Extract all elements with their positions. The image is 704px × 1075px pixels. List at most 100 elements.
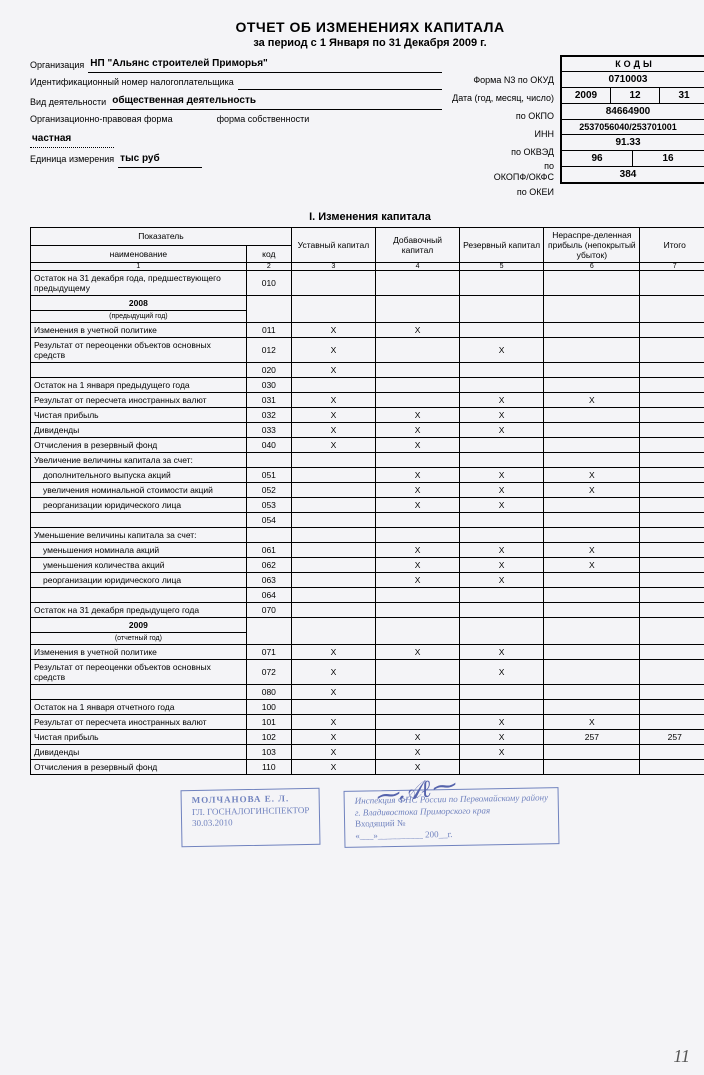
- value-cell: [544, 408, 640, 423]
- value-cell: Х: [375, 645, 459, 660]
- row-name: [31, 588, 247, 603]
- row-name: Результат от пересчета иностранных валют: [31, 393, 247, 408]
- value-cell: Х: [291, 645, 375, 660]
- inn-code-label: ИНН: [452, 125, 554, 143]
- value-cell: [544, 573, 640, 588]
- data-row: Дивиденды103ХХХ: [31, 745, 704, 760]
- code-month: 12: [611, 88, 660, 103]
- codes-box: КОДЫ 0710003 2009 12 31 84664900 2537056…: [560, 55, 704, 184]
- row-name: Изменения в учетной политике: [31, 645, 247, 660]
- value-cell: [460, 528, 544, 543]
- value-cell: Х: [544, 483, 640, 498]
- row-name: Уменьшение величины капитала за счет:: [31, 528, 247, 543]
- value-cell: [544, 423, 640, 438]
- row-code: 012: [246, 338, 291, 363]
- value-cell: [640, 760, 704, 775]
- code-okei: 384: [562, 167, 694, 182]
- value-cell: [640, 468, 704, 483]
- value-cell: Х: [375, 483, 459, 498]
- empty-cell: [375, 618, 459, 645]
- colnum-cell: 3: [291, 263, 375, 271]
- value-cell: Х: [291, 745, 375, 760]
- row-name: Остаток на 31 декабря предыдущего года: [31, 603, 247, 618]
- value-cell: [640, 513, 704, 528]
- row-code: 071: [246, 645, 291, 660]
- value-cell: Х: [375, 730, 459, 745]
- value-cell: [640, 271, 704, 296]
- data-row: Чистая прибыль102ХХХ257257: [31, 730, 704, 745]
- value-cell: [375, 363, 459, 378]
- value-cell: [640, 453, 704, 468]
- data-row: Чистая прибыль032ХХХ: [31, 408, 704, 423]
- year-note-cell: (предыдущий год): [31, 311, 247, 323]
- value-cell: [640, 323, 704, 338]
- code-inn: 2537056040/253701001: [562, 120, 694, 134]
- value-cell: [544, 438, 640, 453]
- unit-label: Единица измерения: [30, 152, 118, 167]
- row-name: Отчисления в резервный фонд: [31, 760, 247, 775]
- row-code: 080: [246, 685, 291, 700]
- value-cell: [544, 338, 640, 363]
- row-code: 033: [246, 423, 291, 438]
- value-cell: Х: [460, 543, 544, 558]
- value-cell: [640, 363, 704, 378]
- value-cell: [460, 700, 544, 715]
- value-cell: [640, 543, 704, 558]
- row-name: реорганизации юридического лица: [31, 498, 247, 513]
- colnum-cell: 5: [460, 263, 544, 271]
- value-cell: [640, 700, 704, 715]
- data-row: Результат от пересчета иностранных валют…: [31, 393, 704, 408]
- value-cell: [291, 453, 375, 468]
- row-code: 072: [246, 660, 291, 685]
- activity-value: общественная деятельность: [110, 92, 442, 110]
- value-cell: [291, 528, 375, 543]
- value-cell: [375, 393, 459, 408]
- okopf-label: по ОКОПФ/ОКФС: [452, 161, 554, 183]
- row-code: 011: [246, 323, 291, 338]
- row-code: 010: [246, 271, 291, 296]
- th-indicator: Показатель: [31, 228, 292, 246]
- value-cell: Х: [291, 393, 375, 408]
- row-name: Остаток на 1 января отчетного года: [31, 700, 247, 715]
- table-colnum-row: 1234567: [31, 263, 704, 271]
- row-code: 110: [246, 760, 291, 775]
- value-cell: Х: [291, 323, 375, 338]
- empty-cell: [291, 296, 375, 323]
- unit-value: тыс руб: [118, 150, 202, 168]
- value-cell: Х: [460, 730, 544, 745]
- value-cell: Х: [544, 393, 640, 408]
- value-cell: [544, 645, 640, 660]
- data-row: Результат от пересчета иностранных валют…: [31, 715, 704, 730]
- value-cell: 257: [640, 730, 704, 745]
- value-cell: [291, 558, 375, 573]
- value-cell: Х: [375, 423, 459, 438]
- value-cell: Х: [291, 715, 375, 730]
- report-period: за период с 1 Января по 31 Декабря 2009 …: [30, 37, 704, 49]
- value-cell: [375, 271, 459, 296]
- value-cell: [544, 660, 640, 685]
- row-code: 031: [246, 393, 291, 408]
- data-row: Дивиденды033ХХХ: [31, 423, 704, 438]
- row-code: 040: [246, 438, 291, 453]
- value-cell: [375, 453, 459, 468]
- row-code: [246, 528, 291, 543]
- value-cell: [544, 498, 640, 513]
- value-cell: Х: [460, 498, 544, 513]
- row-name: Результат от переоценки объектов основны…: [31, 338, 247, 363]
- code-okved: 91.33: [562, 135, 694, 150]
- data-row: дополнительного выпуска акций051ХХХ: [31, 468, 704, 483]
- year-note-cell: (отчетный год): [31, 633, 247, 645]
- value-cell: [460, 453, 544, 468]
- value-cell: [460, 760, 544, 775]
- th-c3: Уставный капитал: [291, 228, 375, 263]
- row-name: Дивиденды: [31, 423, 247, 438]
- empty-cell: [460, 618, 544, 645]
- row-name: Увеличение величины капитала за счет:: [31, 453, 247, 468]
- value-cell: [291, 573, 375, 588]
- value-cell: 257: [544, 730, 640, 745]
- value-cell: Х: [460, 573, 544, 588]
- data-row: Уменьшение величины капитала за счет:: [31, 528, 704, 543]
- code-okfs: 16: [633, 151, 703, 166]
- empty-cell: [375, 296, 459, 323]
- row-code: 100: [246, 700, 291, 715]
